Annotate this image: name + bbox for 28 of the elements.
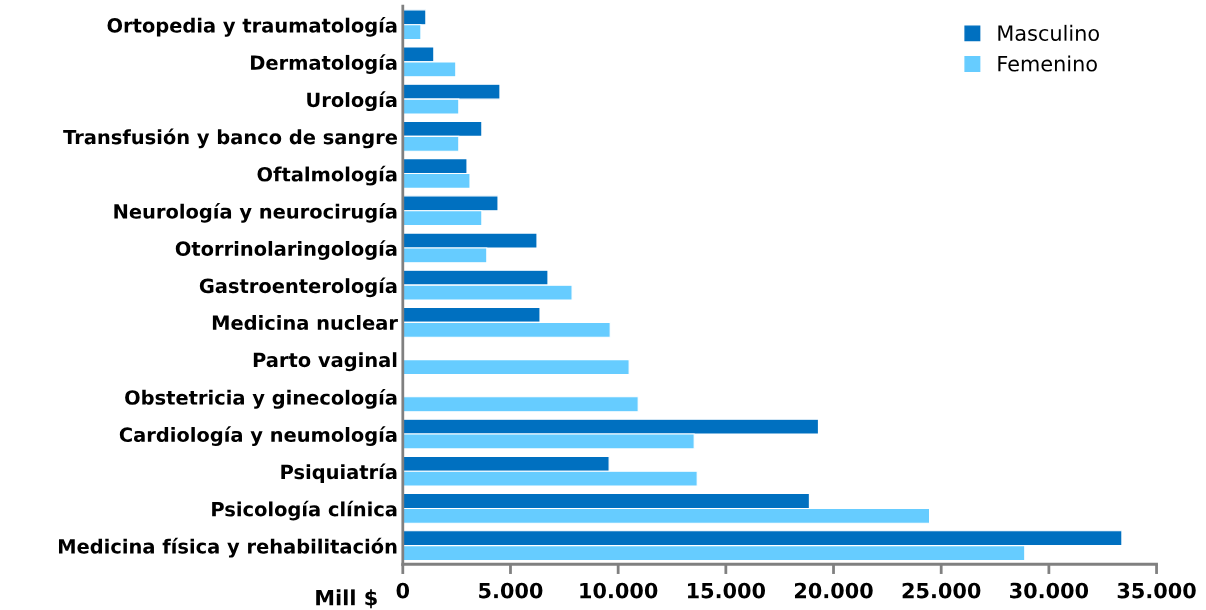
y-tick-label: Ortopedia y traumatología (107, 16, 397, 37)
x-tick-label: 20.000 (794, 582, 873, 599)
x-tick-label: 0 (396, 582, 410, 599)
y-tick-label: Psicología clínica (212, 500, 397, 521)
y-tick-label: Neurología y neurocirugía (114, 202, 397, 223)
y-tick-label: Parto vaginal (253, 352, 397, 372)
bar (402, 359, 630, 376)
y-tick-label: Medicina física y rehabilitación (58, 537, 397, 558)
x-tick-label: 10.000 (580, 582, 658, 599)
legend-label: Femenino (998, 55, 1097, 72)
bar (402, 396, 639, 413)
y-tick-label: Dermatología (251, 54, 397, 74)
y-tick-label: Cardiología y neumología (119, 426, 397, 446)
y-tick-label: Medicina nuclear (212, 315, 398, 331)
y-tick-label: Otorrinolaringología (175, 240, 397, 260)
x-axis-title: Mill $ (316, 589, 377, 609)
y-tick-label: Urología (307, 91, 397, 112)
x-tick-label: 25.000 (902, 582, 981, 599)
y-tick-label: Oftalmología (257, 165, 397, 186)
x-tick-label: 30.000 (1010, 582, 1089, 599)
legend-label: Masculino (998, 24, 1099, 41)
y-tick-label: Obstetricia y ginecología (125, 389, 397, 409)
y-tick-label: Psiquiatría (281, 463, 397, 484)
y-tick-label: Transfusión y banco de sangre (63, 128, 398, 149)
x-tick-label: 15.000 (687, 582, 766, 599)
y-tick-label: Gastroenterología (199, 277, 397, 298)
x-tick-label: 35.000 (1117, 582, 1196, 599)
x-tick-label: 5.000 (479, 582, 543, 599)
